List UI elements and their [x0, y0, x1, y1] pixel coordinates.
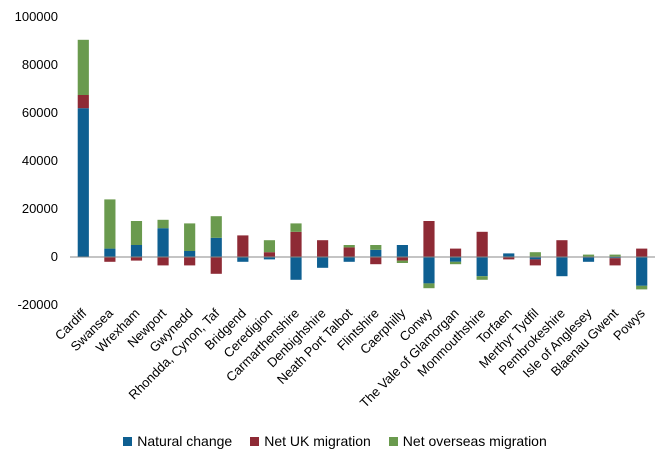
bar-segment	[210, 216, 222, 238]
bar-segment	[157, 219, 169, 229]
legend-swatch	[250, 436, 260, 446]
bar-segment	[556, 240, 568, 257]
bar-segment	[370, 257, 382, 265]
bar-segment	[396, 257, 408, 261]
bar-segment	[449, 248, 462, 257]
category-labels: CardiffSwanseaWrexhamNewportGwyneddRhond…	[52, 305, 648, 411]
bar-segment	[582, 257, 595, 262]
bar-segment	[582, 254, 595, 257]
y-tick-label: 80000	[22, 57, 58, 72]
y-tick-label: -20000	[18, 297, 58, 312]
bar-segment	[104, 199, 116, 249]
bar-segment	[636, 248, 648, 257]
bar-segment	[423, 221, 435, 257]
bar-segment	[263, 257, 276, 260]
bar-segment	[290, 257, 302, 280]
bar-segment	[396, 245, 408, 257]
bar-segment	[636, 285, 648, 290]
bar-segment	[210, 237, 222, 257]
legend-item: Net UK migration	[250, 433, 371, 449]
bar-segment	[210, 257, 222, 274]
bar-segment	[609, 257, 621, 259]
bar-segment	[157, 228, 169, 257]
bar-segment	[77, 108, 89, 257]
bar-segment	[449, 261, 462, 265]
bar-segment	[184, 257, 196, 266]
legend-item: Net overseas migration	[388, 433, 547, 449]
bar-segment	[157, 257, 169, 266]
bar-segment	[529, 257, 541, 260]
bar-segment	[423, 283, 435, 289]
bars	[77, 39, 648, 290]
legend-label: Net overseas migration	[402, 433, 547, 449]
bar-segment	[317, 240, 329, 257]
legend-swatch	[123, 436, 133, 446]
y-tick-label: 0	[51, 249, 58, 264]
bar-segment	[237, 257, 249, 262]
legend-label: Net UK migration	[264, 433, 371, 449]
bar-segment	[476, 257, 488, 277]
bar-segment	[609, 254, 621, 257]
bar-segment	[317, 257, 329, 268]
bar-segment	[476, 231, 488, 257]
bar-segment	[237, 235, 249, 257]
legend-item: Natural change	[123, 433, 232, 449]
bar-segment	[77, 95, 89, 109]
bar-segment	[609, 258, 621, 266]
bar-segment	[423, 257, 435, 284]
bar-segment	[130, 245, 143, 257]
legend-swatch	[388, 436, 398, 446]
legend: Natural change Net UK migration Net overse…	[0, 433, 670, 449]
y-tick-label: 100000	[15, 9, 58, 24]
bar-segment	[263, 252, 276, 257]
bar-segment	[343, 257, 355, 262]
bar-segment	[290, 231, 302, 257]
bar-segment	[130, 221, 143, 245]
bar-segment	[476, 276, 488, 280]
bar-segment	[529, 259, 541, 266]
bar-segment	[343, 247, 355, 257]
bar-segment	[263, 240, 276, 253]
bar-segment	[370, 249, 382, 257]
bar-segment	[370, 245, 382, 250]
y-tick-label: 60000	[22, 105, 58, 120]
bar-segment	[636, 257, 648, 286]
y-tick-label: 40000	[22, 153, 58, 168]
bar-segment	[130, 257, 143, 261]
bar-segment	[449, 257, 462, 262]
y-axis-tick-labels: -20000 0 20000 40000 60000 80000 100000	[15, 9, 58, 312]
bar-segment	[184, 223, 196, 251]
bar-segment	[503, 257, 515, 260]
y-tick-label: 20000	[22, 201, 58, 216]
bar-segment	[343, 245, 355, 248]
bar-segment	[503, 253, 515, 257]
legend-label: Natural change	[137, 433, 233, 449]
chart: -20000 0 20000 40000 60000 80000 100000 Cardif…	[15, 9, 655, 411]
bar-segment	[184, 251, 196, 257]
bar-segment	[77, 39, 89, 95]
bar-segment	[290, 223, 302, 232]
bar-segment	[104, 248, 116, 257]
bar-segment	[396, 260, 408, 263]
bar-segment	[556, 257, 568, 277]
bar-segment	[529, 252, 541, 257]
bar-segment	[104, 257, 116, 262]
